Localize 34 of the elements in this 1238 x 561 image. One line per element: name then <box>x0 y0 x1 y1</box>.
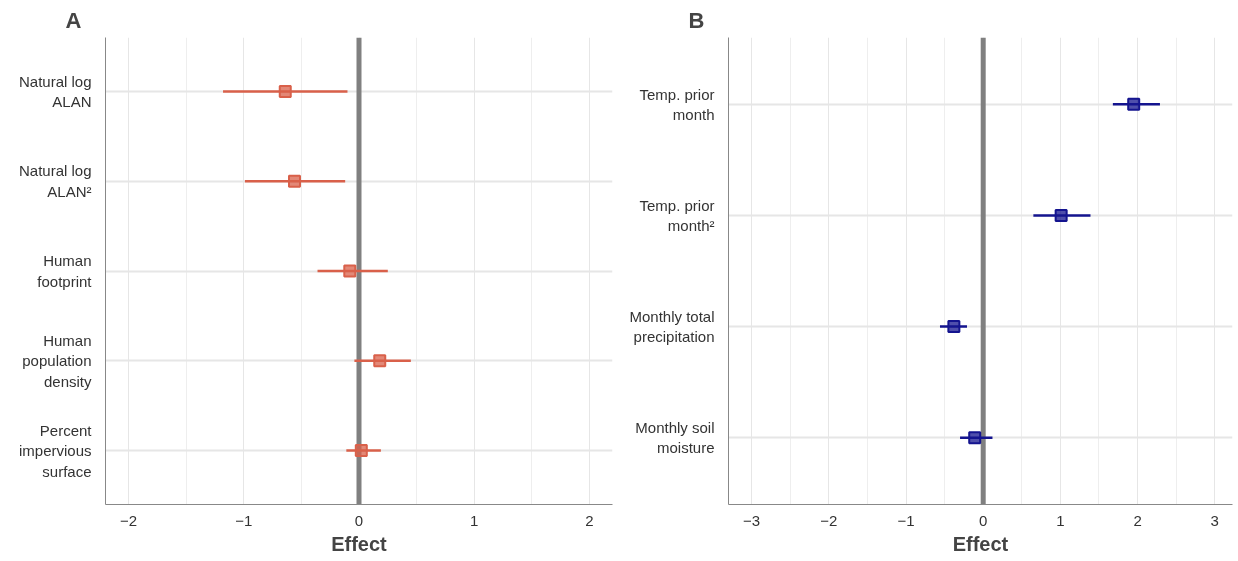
x-tick-label: −1 <box>235 511 253 529</box>
y-tick-label: Monthly total precipitation <box>629 307 715 346</box>
y-tick-label: Human footprint <box>37 252 93 290</box>
x-axis-title: Effect <box>331 532 388 555</box>
x-tick-label: 2 <box>585 511 594 529</box>
point <box>1054 208 1068 222</box>
y-tick-label: Percent impervious surface <box>18 421 93 480</box>
point <box>373 354 387 368</box>
x-tick-label: −2 <box>820 511 838 529</box>
x-tick-label: 0 <box>979 511 988 529</box>
point <box>947 320 961 334</box>
x-tick-label: −1 <box>897 511 915 529</box>
y-tick-label: Temp. prior month <box>639 85 715 123</box>
x-axis-title: Effect <box>952 532 1009 555</box>
y-tick-label: Natural log ALAN <box>18 72 92 111</box>
y-tick-label: Temp. prior month² <box>639 196 715 235</box>
x-tick-label: 0 <box>354 511 364 529</box>
x-tick-label: 2 <box>1133 511 1142 529</box>
chart-title: A <box>65 7 82 33</box>
point <box>287 174 301 188</box>
x-tick-label: −2 <box>119 511 138 529</box>
y-tick-label: Human population density <box>22 331 92 390</box>
y-tick-label: Natural log ALAN² <box>18 162 92 200</box>
x-tick-label: 1 <box>1056 511 1065 529</box>
x-tick-label: −3 <box>743 511 761 529</box>
point <box>343 264 357 278</box>
y-tick-label: Monthly soil moisture <box>635 419 715 457</box>
x-tick-label: 1 <box>470 511 479 529</box>
point <box>1127 97 1141 111</box>
point <box>968 431 982 445</box>
x-tick-label: 3 <box>1210 511 1219 529</box>
point <box>278 84 292 98</box>
point <box>354 444 368 458</box>
chart-title: B <box>688 7 705 33</box>
